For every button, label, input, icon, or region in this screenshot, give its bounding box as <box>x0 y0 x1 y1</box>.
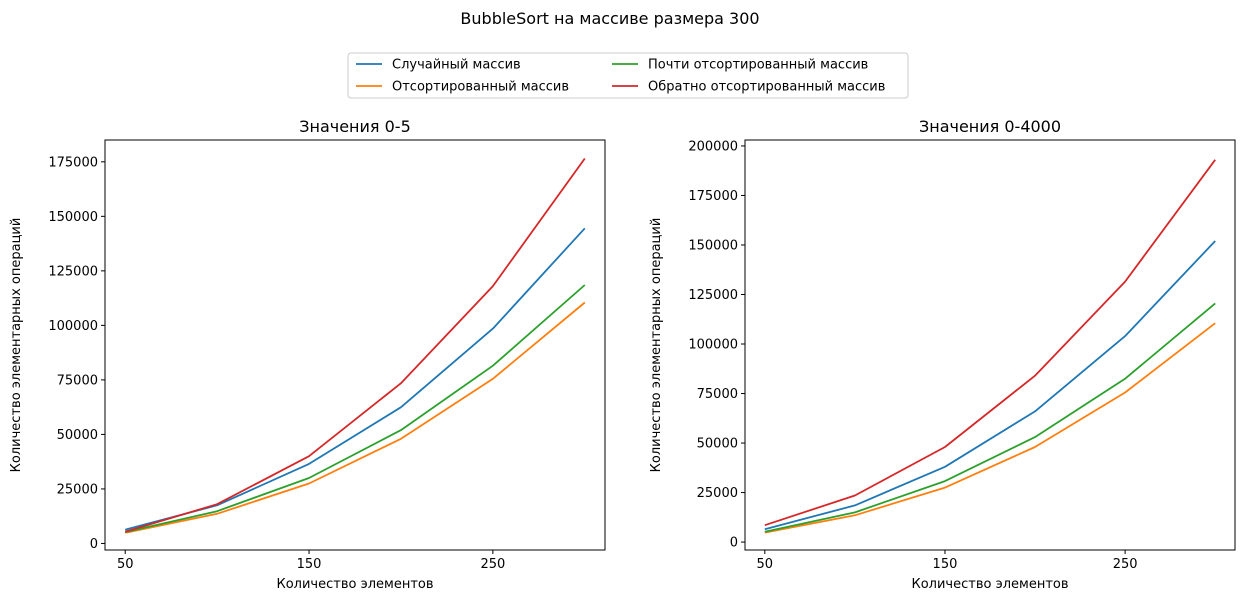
y-tick-label: 175000 <box>48 155 98 170</box>
legend-frame <box>347 52 909 99</box>
legend-label: Отсортированный массив <box>392 80 569 95</box>
x-axis-label: Количество элементов <box>276 577 433 592</box>
series-line-3 <box>125 284 586 533</box>
y-tick-label: 125000 <box>48 264 98 279</box>
y-tick-label: 0 <box>90 537 98 552</box>
subplot-1: 50 150 250 0 25000 50000 75000 100000 125000 1500… <box>9 117 606 592</box>
subplot-title: Значения 0-5 <box>299 117 411 136</box>
series-line-1 <box>764 240 1216 531</box>
legend-item-1: Случайный массив <box>356 58 521 73</box>
y-tick-label: 25000 <box>57 482 98 497</box>
legend-item-3: Почти отсортированный массив <box>612 58 868 73</box>
legend-label: Случайный массив <box>392 58 521 73</box>
y-tick-label: 50000 <box>697 437 738 452</box>
y-tick-label: 100000 <box>688 338 738 353</box>
subplot-2: 50 150 250 0 25000 50000 75000 100000 125000 1500… <box>649 117 1236 592</box>
series-line-2 <box>764 322 1216 534</box>
x-tick-label: 250 <box>480 557 505 572</box>
y-tick-label: 150000 <box>48 210 98 225</box>
y-tick-label: 125000 <box>688 288 738 303</box>
series-line-2 <box>125 301 586 534</box>
legend-item-4: Обратно отсортированный массив <box>612 80 885 95</box>
figure-title: BubbleSort на массиве размера 300 <box>460 9 759 28</box>
subplot-title: Значения 0-4000 <box>919 117 1061 136</box>
y-tick-label: 25000 <box>697 486 738 501</box>
y-tick-label: 50000 <box>57 428 98 443</box>
y-tick-label: 175000 <box>688 189 738 204</box>
y-tick-label: 75000 <box>57 373 98 388</box>
x-tick-label: 50 <box>117 557 134 572</box>
axes-frame <box>744 139 1236 551</box>
x-tick-label: 150 <box>933 557 958 572</box>
x-axis-label: Количество элементов <box>911 577 1068 592</box>
legend-label: Обратно отсортированный массив <box>648 80 885 95</box>
legend-item-2: Отсортированный массив <box>356 80 569 95</box>
y-axis-label: Количество элементарных операций <box>9 218 24 473</box>
legend-label: Почти отсортированный массив <box>648 58 868 73</box>
series-line-1 <box>124 227 586 531</box>
y-tick-label: 0 <box>730 536 738 551</box>
y-tick-label: 100000 <box>48 319 98 334</box>
series-line-4 <box>124 157 586 533</box>
series-line-3 <box>764 302 1216 533</box>
y-axis-label: Количество элементарных операций <box>649 218 664 473</box>
x-tick-label: 50 <box>757 557 774 572</box>
x-tick-label: 250 <box>1113 557 1138 572</box>
y-tick-label: 200000 <box>688 139 738 154</box>
plots: 50 150 25002500050000750001000001250001500… <box>9 117 1236 592</box>
axes-frame <box>104 139 606 551</box>
y-tick-label: 150000 <box>688 238 738 253</box>
x-tick-label: 150 <box>297 557 322 572</box>
y-tick-label: 75000 <box>697 387 738 402</box>
legend: Случайный массив Отсортированный массив По… <box>347 52 909 99</box>
series-line-4 <box>764 159 1216 527</box>
